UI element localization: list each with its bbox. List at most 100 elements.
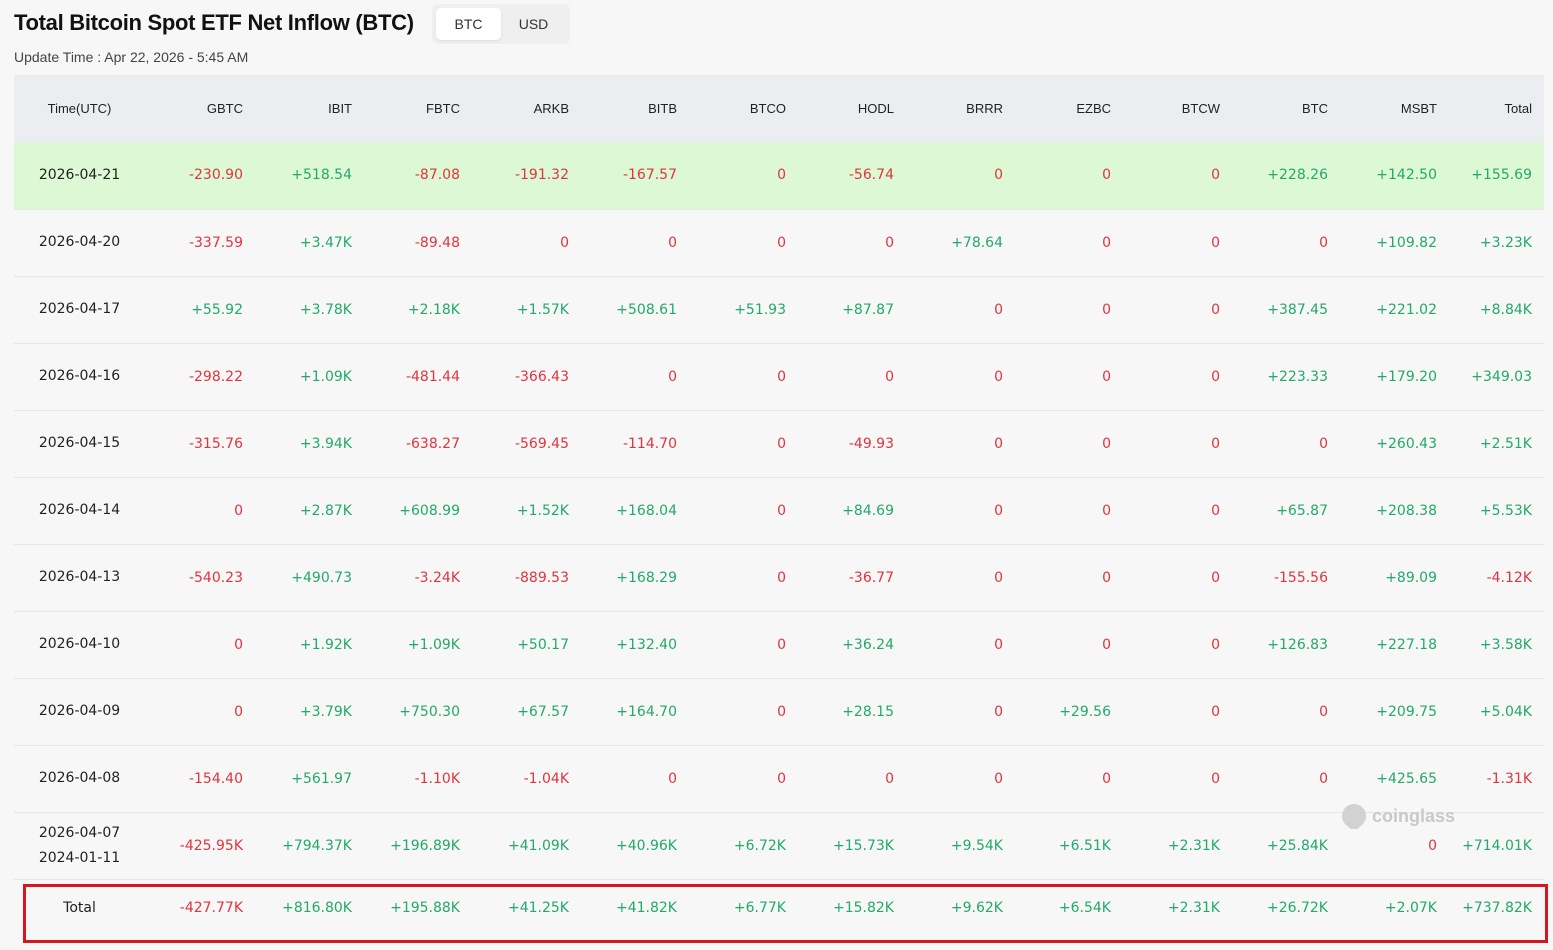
cell-btcw: 0 [1123, 544, 1232, 612]
row-date: 2026-04-21 [14, 142, 145, 210]
cell-msbt: +89.09 [1340, 544, 1449, 612]
cell-arkb: -1.04K [472, 745, 581, 813]
cell-btc: +228.26 [1232, 142, 1340, 210]
row-date: 2026-04-10 [14, 611, 145, 679]
watermark-text: coinglass [1372, 805, 1456, 826]
column-header-gbtc: GBTC [145, 75, 255, 142]
cell-arkb: +50.17 [472, 611, 581, 679]
cell-arkb: -889.53 [472, 544, 581, 612]
unit-toggle: BTC USD [432, 4, 570, 44]
unit-option-btc[interactable]: BTC [436, 8, 501, 40]
cell-gbtc: -298.22 [145, 343, 255, 411]
cell-total: +5.04K [1449, 678, 1544, 746]
row-date-text: 2026-04-09 [38, 703, 121, 719]
cell-ezbc: +29.56 [1015, 678, 1123, 746]
cell-hodl: 0 [798, 209, 906, 277]
cell-ezbc: 0 [1015, 343, 1123, 411]
cell-ezbc: +6.51K [1015, 812, 1123, 880]
total-cell-fbtc: +195.88K [390, 900, 460, 917]
row-date-text: 2026-04-08 [38, 770, 121, 786]
cell-ezbc: 0 [1015, 477, 1123, 545]
cell-msbt: +221.02 [1340, 276, 1449, 344]
table-row: 2026-04-15 -315.76 +3.94K -638.27 -569.45 -11… [14, 410, 1544, 478]
row-date-text: 2026-04-21 [38, 166, 121, 183]
cell-btco: 0 [689, 477, 798, 545]
total-cell-hodl: +15.82K [833, 900, 894, 917]
table-row: 2026-04-13 -540.23 +490.73 -3.24K -889.53 +16… [14, 544, 1544, 612]
total-cell-msbt: +2.07K [1384, 900, 1437, 917]
table-row: 2026-04-20 -337.59 +3.47K -89.48 0 0 0 0 +78.64 0… [14, 209, 1544, 277]
cell-btc: +223.33 [1232, 343, 1340, 411]
total-cell-btc: +26.72K [1267, 900, 1328, 917]
row-date-text: 2026-04-17 [38, 301, 121, 317]
cell-hodl: +28.15 [798, 678, 906, 746]
total-cell-gbtc: -427.77K [179, 900, 243, 917]
cell-brrr: +9.54K [906, 812, 1015, 880]
column-header-btco: BTCO [689, 75, 798, 142]
cell-bitb: 0 [581, 745, 689, 813]
row-date-end-text: 2024-01-11 [38, 849, 121, 866]
cell-fbtc: -89.48 [364, 209, 472, 277]
table-row: 2026-04-16 -298.22 +1.09K -481.44 -366.43 0 0 0… [14, 343, 1544, 411]
cell-ezbc: 0 [1015, 544, 1123, 612]
cell-total: +5.53K [1449, 477, 1544, 545]
cell-arkb: -191.32 [472, 142, 581, 210]
column-header-brrr: BRRR [906, 75, 1015, 142]
cell-btco: 0 [689, 209, 798, 277]
cell-gbtc: -230.90 [145, 142, 255, 210]
total-cell-ezbc: +6.54K [1058, 900, 1111, 917]
cell-ezbc: 0 [1015, 410, 1123, 478]
cell-gbtc: 0 [145, 678, 255, 746]
etf-flow-table: Time(UTC) GBTC IBIT FBTC ARKB BITB BTCO HODL BRR… [14, 75, 1544, 937]
cell-ibit: +794.37K [255, 812, 364, 880]
cell-ezbc: 0 [1015, 209, 1123, 277]
table-row: 2026-04-07 2024-01-11 -425.95K +794.37K +196… [14, 812, 1544, 880]
cell-msbt: +179.20 [1340, 343, 1449, 411]
cell-btco: 0 [689, 611, 798, 679]
cell-total: +714.01K [1449, 812, 1544, 880]
total-row: Total -427.77K +816.80K +195.88K +41.25K +41.… [14, 879, 1544, 937]
cell-bitb: 0 [581, 209, 689, 277]
cell-hodl: +84.69 [798, 477, 906, 545]
cell-ibit: +1.09K [255, 343, 364, 411]
cell-ibit: +3.79K [255, 678, 364, 746]
cell-btcw: 0 [1123, 410, 1232, 478]
cell-btc: +387.45 [1232, 276, 1340, 344]
cell-gbtc: -540.23 [145, 544, 255, 612]
cell-btco: +6.72K [689, 812, 798, 880]
cell-fbtc: +750.30 [364, 678, 472, 746]
row-date: 2026-04-16 [14, 343, 145, 411]
cell-btc: 0 [1232, 678, 1340, 746]
unit-option-usd[interactable]: USD [518, 16, 549, 32]
total-cell-arkb: +41.25K [508, 900, 569, 917]
cell-bitb: +164.70 [581, 678, 689, 746]
cell-fbtc: +2.18K [364, 276, 472, 344]
total-cell-btcw: +2.31K [1167, 900, 1220, 917]
column-header-hodl: HODL [798, 75, 906, 142]
cell-gbtc: +55.92 [145, 276, 255, 344]
cell-bitb: +168.04 [581, 477, 689, 545]
cell-gbtc: -315.76 [145, 410, 255, 478]
column-header-fbtc: FBTC [364, 75, 472, 142]
cell-gbtc: 0 [145, 477, 255, 545]
row-date: 2026-04-15 [14, 410, 145, 478]
row-date-text: 2026-04-14 [38, 502, 121, 518]
cell-bitb: 0 [581, 343, 689, 411]
cell-arkb: +1.57K [472, 276, 581, 344]
cell-fbtc: -3.24K [364, 544, 472, 612]
cell-bitb: +168.29 [581, 544, 689, 612]
cell-bitb: +508.61 [581, 276, 689, 344]
total-cell-btco: +6.77K [733, 900, 786, 917]
cell-fbtc: -638.27 [364, 410, 472, 478]
cell-brrr: 0 [906, 410, 1015, 478]
cell-fbtc: +1.09K [364, 611, 472, 679]
column-header-bitb: BITB [581, 75, 689, 142]
column-header-total: Total [1449, 75, 1544, 142]
cell-ibit: +490.73 [255, 544, 364, 612]
cell-brrr: 0 [906, 678, 1015, 746]
coinglass-watermark: coinglass [1342, 804, 1456, 829]
table-row: 2026-04-21 -230.90 +518.54 -87.08 -191.32 -16… [14, 142, 1544, 210]
row-date: 2026-04-07 2024-01-11 [14, 812, 145, 880]
cell-btco: 0 [689, 343, 798, 411]
total-cell-total: +737.82K [1462, 900, 1532, 917]
